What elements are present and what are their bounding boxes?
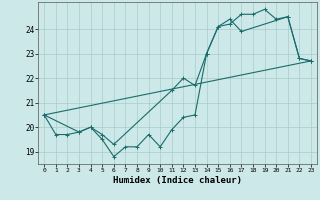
X-axis label: Humidex (Indice chaleur): Humidex (Indice chaleur) [113, 176, 242, 185]
